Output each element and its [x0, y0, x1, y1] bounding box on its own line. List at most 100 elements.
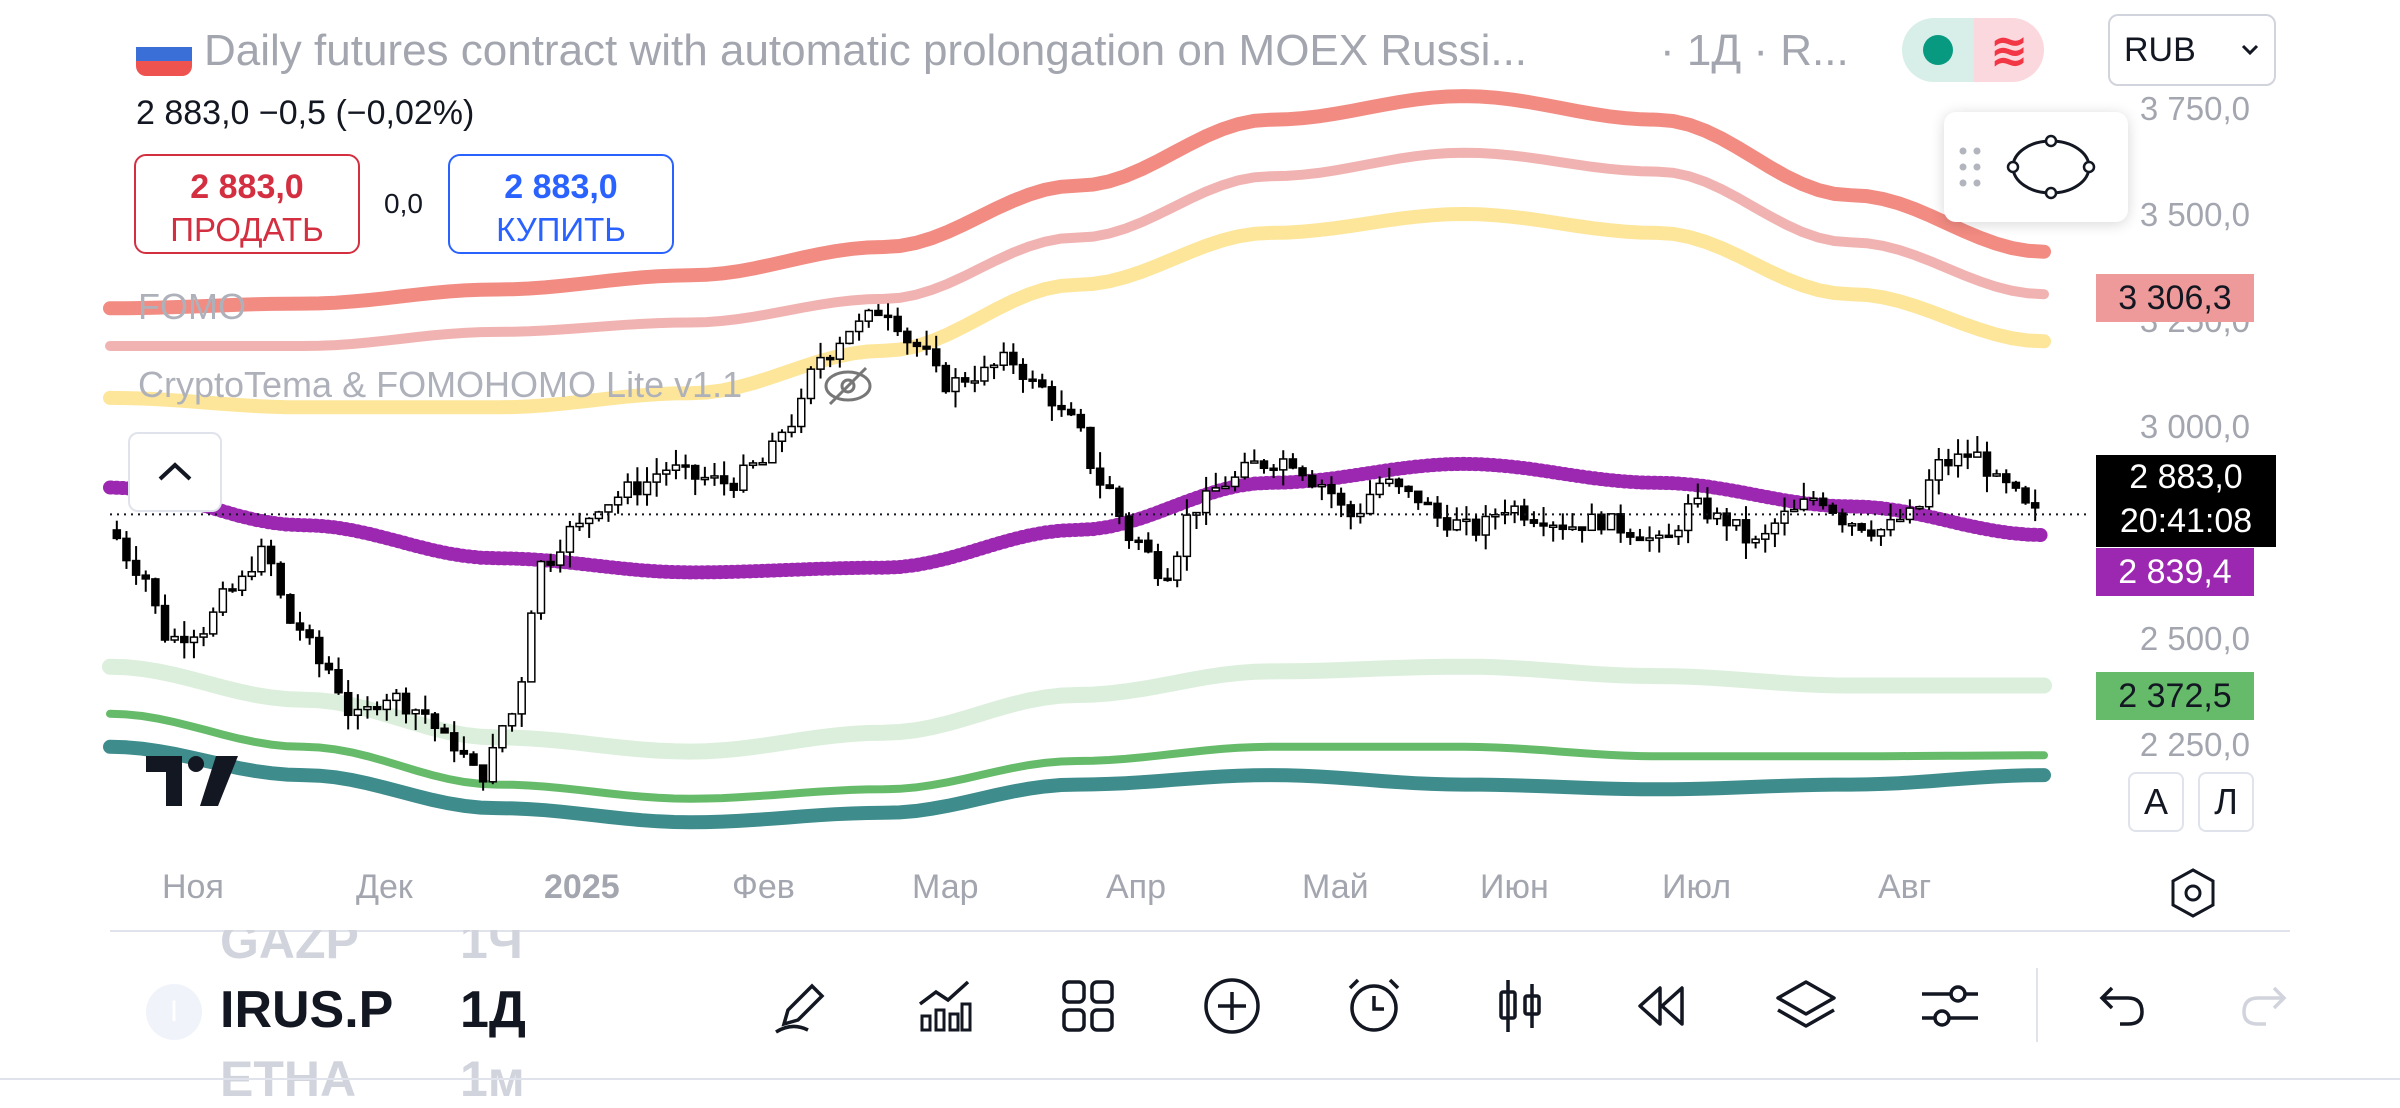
candle-body — [1076, 413, 1086, 429]
candle-body — [401, 692, 411, 715]
candle-body — [1153, 551, 1163, 580]
chart-settings-icon[interactable] — [2166, 866, 2220, 920]
layers-icon[interactable] — [1766, 966, 1846, 1046]
symbol-title[interactable]: Daily futures contract with automatic pr… — [204, 26, 1528, 75]
price-chart[interactable] — [0, 0, 2400, 1080]
auto-scale-button[interactable]: А — [2128, 772, 2184, 832]
candle-body — [1221, 485, 1230, 490]
candle-body — [1953, 453, 1963, 467]
candle-body — [1809, 497, 1818, 502]
candle-body — [1452, 519, 1462, 531]
candle-body — [1462, 518, 1471, 523]
candle-body — [854, 320, 864, 333]
candle-body — [430, 713, 440, 730]
indicators-icon[interactable] — [904, 966, 984, 1046]
candle-body — [1385, 478, 1394, 485]
replay-icon[interactable] — [1622, 966, 1702, 1046]
candle-body — [662, 469, 671, 475]
pencil-icon[interactable] — [762, 966, 842, 1046]
russia-flag-icon — [136, 32, 192, 76]
candle-body — [1597, 513, 1606, 531]
log-scale-button[interactable]: Л — [2198, 772, 2254, 832]
layouts-icon[interactable] — [1048, 966, 1128, 1046]
tradingview-logo — [146, 756, 238, 806]
candle-body — [449, 732, 459, 752]
redo-icon[interactable] — [2226, 966, 2306, 1046]
candle-body — [1028, 378, 1037, 382]
candle-body — [1703, 497, 1712, 520]
band-purple-mid — [103, 456, 2051, 580]
buy-button[interactable]: 2 883,0 КУПИТЬ — [448, 154, 674, 254]
current-interval[interactable]: 1Д — [460, 981, 526, 1039]
indicator-label-fomo[interactable]: FOMO — [138, 286, 246, 327]
candle-body — [584, 517, 594, 525]
candle-body — [440, 727, 449, 734]
candle-body — [1066, 408, 1076, 416]
red-band-badge: 3 306,3 — [2096, 274, 2254, 322]
candle-body — [1751, 538, 1760, 544]
candle-body — [1847, 523, 1857, 527]
eye-hidden-icon[interactable] — [820, 358, 876, 414]
candle-body — [1895, 518, 1905, 523]
candle-body — [835, 342, 845, 360]
candle-body — [719, 475, 729, 485]
candle-body — [478, 764, 488, 783]
prev-interval[interactable]: 1Ч — [460, 913, 523, 969]
candle-body — [1799, 498, 1809, 511]
candle-body — [951, 377, 960, 393]
ellipse-tool-icon[interactable] — [1996, 132, 2106, 202]
add-icon[interactable] — [1192, 966, 1272, 1046]
candle-body — [334, 668, 343, 694]
candle-body — [1645, 537, 1654, 542]
candle-body — [903, 330, 912, 344]
candle-body — [1963, 453, 1972, 458]
undo-icon[interactable] — [2080, 966, 2160, 1046]
interval-meta[interactable]: · 1Д · R... — [1660, 26, 1849, 75]
candle-body — [1876, 528, 1886, 537]
candle-body — [845, 330, 854, 345]
sell-button[interactable]: 2 883,0 ПРОДАТЬ — [134, 154, 360, 254]
market-status-pill[interactable]: ≋ — [1902, 18, 2044, 82]
volatility-icon: ≋ — [1974, 18, 2044, 82]
floating-drawing-toolbar[interactable] — [1944, 112, 2128, 222]
candle-body — [565, 525, 575, 553]
candle-body — [315, 636, 324, 665]
alarm-icon[interactable] — [1334, 966, 1414, 1046]
candle-body — [1886, 518, 1895, 531]
candle-body — [151, 578, 160, 607]
settings-sliders-icon[interactable] — [1910, 966, 1990, 1046]
candle-body — [594, 511, 604, 520]
candle-body — [1770, 522, 1780, 535]
candle-body — [1433, 502, 1442, 519]
toolbar-separator — [2036, 968, 2038, 1042]
current-symbol[interactable]: IRUS.P — [220, 981, 394, 1039]
candle-body — [758, 461, 767, 466]
candle-body — [941, 364, 951, 393]
candle-body — [1693, 497, 1703, 505]
time-label: Ноя — [162, 868, 224, 906]
currency-select[interactable]: RUB — [2108, 14, 2276, 86]
candle-body — [199, 633, 208, 638]
indicator-label-cryptotema[interactable]: CryptoTema & FOMOHOMO Lite v1.1 — [138, 364, 743, 405]
band-teal — [103, 739, 2051, 830]
candle-body — [1423, 501, 1433, 506]
prev-symbol[interactable]: GAZP — [220, 913, 359, 969]
candle-body — [1548, 524, 1558, 529]
candle-body — [1307, 474, 1317, 488]
price-label: 2 250,0 — [2139, 726, 2250, 763]
collapse-legend-button[interactable] — [128, 432, 222, 512]
candle-body — [228, 588, 237, 592]
candle-body — [1992, 473, 2001, 477]
candle-body — [690, 464, 700, 480]
candles-icon[interactable] — [1480, 966, 1560, 1046]
candle-body — [1471, 518, 1481, 536]
candle-body — [1105, 484, 1114, 490]
candle-body — [825, 356, 835, 361]
candle-body — [1259, 460, 1269, 470]
candle-body — [1606, 513, 1616, 531]
candle-body — [1240, 461, 1249, 478]
time-label-year: 2025 — [544, 868, 620, 906]
drag-handle-icon[interactable] — [1944, 145, 1996, 189]
candle-body — [1732, 519, 1741, 527]
candle-body — [787, 425, 796, 434]
